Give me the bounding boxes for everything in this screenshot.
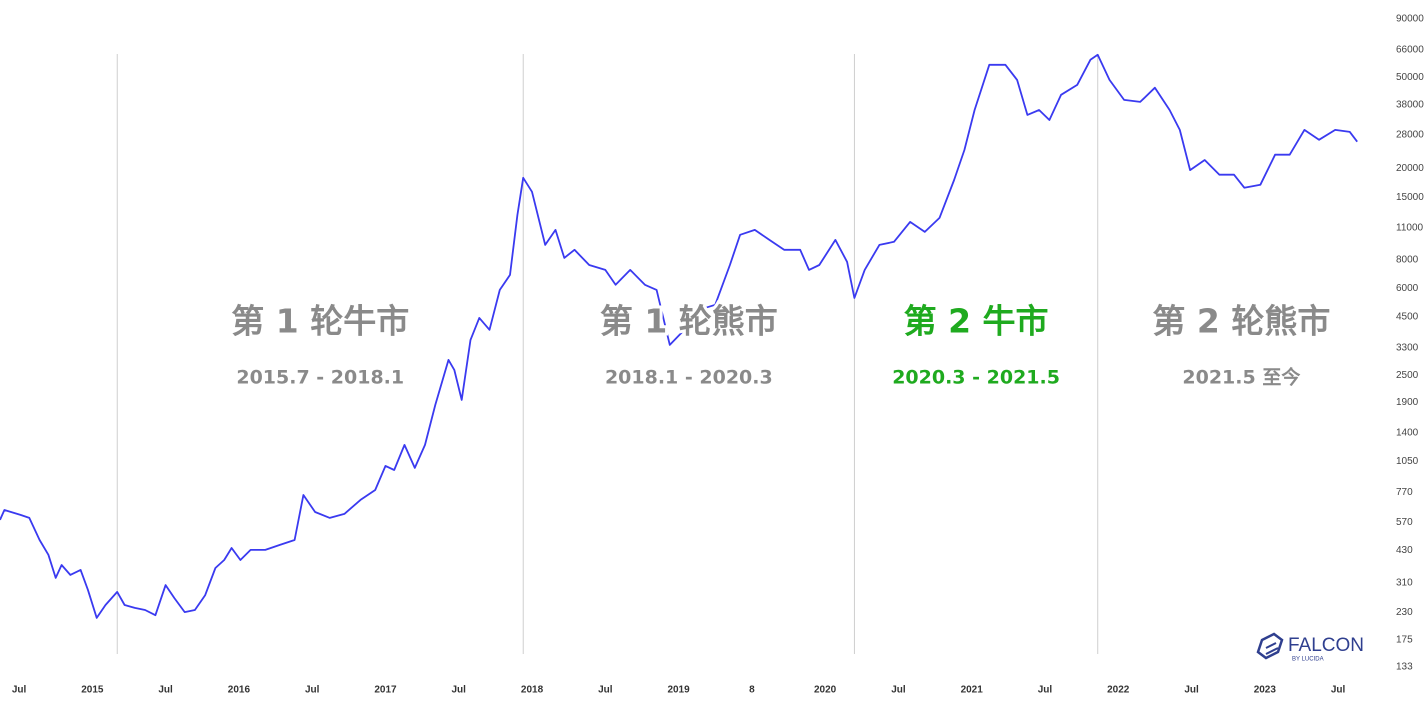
y-tick-label: 28000 <box>1396 130 1424 141</box>
y-tick-label: 570 <box>1396 517 1413 528</box>
y-tick-label: 4500 <box>1396 312 1419 323</box>
y-tick-label: 11000 <box>1396 223 1424 234</box>
annotation-subtitle: 2020.3 - 2021.5 <box>892 367 1060 389</box>
logo-icon <box>1265 642 1279 655</box>
y-tick-label: 133 <box>1396 662 1413 673</box>
y-tick-label: 2500 <box>1396 370 1419 381</box>
x-tick-label: Jul <box>598 685 613 696</box>
y-tick-label: 20000 <box>1396 163 1424 174</box>
y-tick-label: 6000 <box>1396 283 1419 294</box>
x-tick-label: 2018 <box>521 685 544 696</box>
x-tick-label: 2022 <box>1107 685 1130 696</box>
y-tick-label: 1050 <box>1396 456 1419 467</box>
annotation-title: 第 2 牛市 <box>904 302 1049 341</box>
x-tick-label: Jul <box>891 685 906 696</box>
y-tick-label: 310 <box>1396 578 1413 589</box>
annotation-subtitle: 2018.1 - 2020.3 <box>605 367 773 389</box>
y-tick-label: 8000 <box>1396 254 1419 265</box>
x-tick-label: Jul <box>452 685 467 696</box>
x-tick-label: 2023 <box>1254 685 1277 696</box>
x-tick-label: 2020 <box>814 685 837 696</box>
y-tick-label: 90000 <box>1396 14 1424 25</box>
y-tick-label: 230 <box>1396 607 1413 618</box>
x-tick-label: 2017 <box>374 685 397 696</box>
x-tick-label: Jul <box>1184 685 1199 696</box>
y-tick-label: 50000 <box>1396 72 1424 83</box>
x-tick-label: Jul <box>158 685 173 696</box>
logo-tagline: BY LUCIDA <box>1292 657 1324 663</box>
y-tick-label: 1400 <box>1396 428 1419 439</box>
y-tick-label: 770 <box>1396 487 1413 498</box>
y-tick-label: 430 <box>1396 545 1413 556</box>
x-tick-label: Jul <box>305 685 320 696</box>
y-tick-label: 1900 <box>1396 397 1419 408</box>
x-tick-label: 2016 <box>228 685 251 696</box>
y-tick-label: 175 <box>1396 634 1413 645</box>
annotation-subtitle: 2015.7 - 2018.1 <box>236 367 404 389</box>
x-tick-label: 8 <box>749 685 755 696</box>
price-line <box>0 53 1358 619</box>
y-tick-label: 66000 <box>1396 44 1424 55</box>
y-tick-label: 15000 <box>1396 192 1424 203</box>
x-tick-label: Jul <box>12 685 27 696</box>
annotation-title: 第 1 轮牛市 <box>231 302 409 341</box>
logo-icon <box>1256 632 1284 660</box>
y-tick-label: 38000 <box>1396 99 1424 110</box>
annotation-subtitle: 2021.5 至今 <box>1182 366 1300 389</box>
annotation-title: 第 1 轮熊市 <box>600 302 778 341</box>
y-tick-label: 3300 <box>1396 342 1419 353</box>
x-tick-label: 2015 <box>81 685 104 696</box>
logo-name: FALCON <box>1288 635 1364 656</box>
x-tick-label: Jul <box>1331 685 1346 696</box>
x-tick-label: 2019 <box>667 685 690 696</box>
logo: FALCON BY LUCIDA <box>1256 632 1364 663</box>
x-tick-label: Jul <box>1038 685 1053 696</box>
x-tick-label: 2021 <box>961 685 984 696</box>
annotation-title: 第 2 轮熊市 <box>1152 302 1330 341</box>
